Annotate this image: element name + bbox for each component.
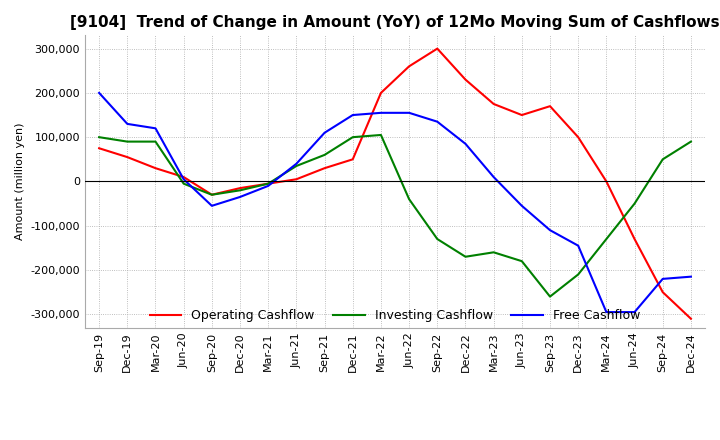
Operating Cashflow	[151, 165, 160, 171]
Investing Cashflow	[151, 139, 160, 144]
Free Cashflow	[518, 203, 526, 209]
Operating Cashflow	[518, 112, 526, 117]
Investing Cashflow	[490, 249, 498, 255]
Line: Free Cashflow: Free Cashflow	[99, 93, 691, 312]
Y-axis label: Amount (million yen): Amount (million yen)	[15, 123, 25, 240]
Operating Cashflow	[95, 146, 104, 151]
Free Cashflow	[658, 276, 667, 282]
Free Cashflow	[179, 176, 188, 182]
Investing Cashflow	[235, 188, 244, 193]
Investing Cashflow	[461, 254, 469, 259]
Operating Cashflow	[546, 103, 554, 109]
Operating Cashflow	[574, 135, 582, 140]
Free Cashflow	[348, 112, 357, 117]
Operating Cashflow	[179, 174, 188, 180]
Operating Cashflow	[490, 101, 498, 106]
Legend: Operating Cashflow, Investing Cashflow, Free Cashflow: Operating Cashflow, Investing Cashflow, …	[145, 304, 645, 327]
Investing Cashflow	[348, 135, 357, 140]
Free Cashflow	[574, 243, 582, 248]
Investing Cashflow	[405, 197, 413, 202]
Operating Cashflow	[405, 64, 413, 69]
Investing Cashflow	[574, 272, 582, 277]
Title: [9104]  Trend of Change in Amount (YoY) of 12Mo Moving Sum of Cashflows: [9104] Trend of Change in Amount (YoY) o…	[71, 15, 720, 30]
Operating Cashflow	[602, 179, 611, 184]
Investing Cashflow	[518, 259, 526, 264]
Operating Cashflow	[235, 186, 244, 191]
Line: Operating Cashflow: Operating Cashflow	[99, 48, 691, 319]
Investing Cashflow	[264, 181, 273, 186]
Free Cashflow	[687, 274, 696, 279]
Investing Cashflow	[377, 132, 385, 138]
Free Cashflow	[235, 194, 244, 200]
Investing Cashflow	[687, 139, 696, 144]
Operating Cashflow	[207, 192, 216, 198]
Investing Cashflow	[207, 192, 216, 198]
Free Cashflow	[433, 119, 441, 125]
Operating Cashflow	[630, 236, 639, 242]
Free Cashflow	[95, 90, 104, 95]
Operating Cashflow	[461, 77, 469, 82]
Free Cashflow	[490, 174, 498, 180]
Investing Cashflow	[320, 152, 329, 158]
Free Cashflow	[292, 161, 301, 166]
Free Cashflow	[546, 227, 554, 233]
Operating Cashflow	[320, 165, 329, 171]
Investing Cashflow	[123, 139, 132, 144]
Free Cashflow	[320, 130, 329, 136]
Operating Cashflow	[292, 176, 301, 182]
Investing Cashflow	[292, 163, 301, 169]
Free Cashflow	[602, 309, 611, 315]
Investing Cashflow	[95, 135, 104, 140]
Investing Cashflow	[546, 294, 554, 299]
Free Cashflow	[630, 309, 639, 315]
Free Cashflow	[461, 141, 469, 147]
Free Cashflow	[264, 183, 273, 188]
Investing Cashflow	[179, 181, 188, 186]
Operating Cashflow	[377, 90, 385, 95]
Investing Cashflow	[602, 236, 611, 242]
Line: Investing Cashflow: Investing Cashflow	[99, 135, 691, 297]
Operating Cashflow	[658, 290, 667, 295]
Investing Cashflow	[658, 157, 667, 162]
Free Cashflow	[377, 110, 385, 115]
Free Cashflow	[123, 121, 132, 127]
Operating Cashflow	[264, 181, 273, 186]
Investing Cashflow	[630, 201, 639, 206]
Operating Cashflow	[348, 157, 357, 162]
Operating Cashflow	[433, 46, 441, 51]
Free Cashflow	[207, 203, 216, 209]
Operating Cashflow	[123, 154, 132, 160]
Free Cashflow	[151, 126, 160, 131]
Investing Cashflow	[433, 236, 441, 242]
Free Cashflow	[405, 110, 413, 115]
Operating Cashflow	[687, 316, 696, 321]
